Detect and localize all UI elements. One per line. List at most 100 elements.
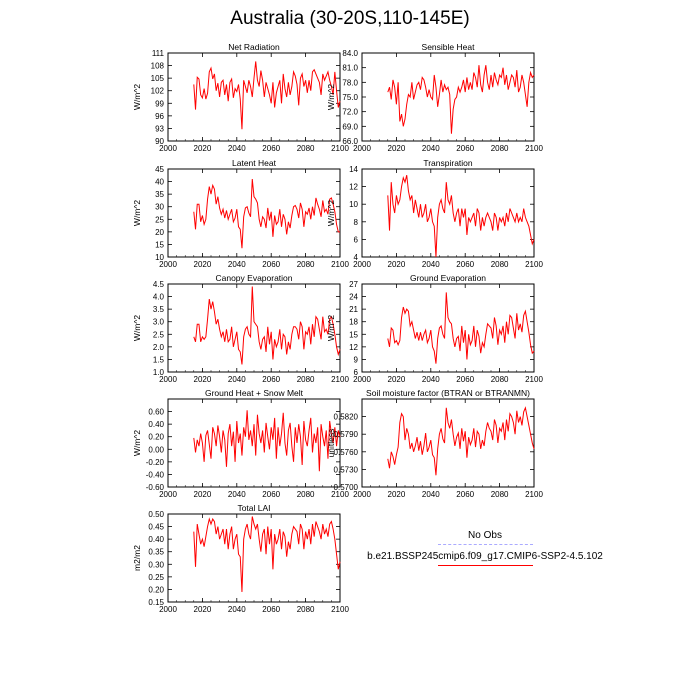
y-tick-label: 12 xyxy=(349,183,358,192)
x-tick-label: 2000 xyxy=(353,144,371,153)
x-tick-label: 2020 xyxy=(194,144,212,153)
panel-title: Canopy Evaporation xyxy=(215,273,292,283)
chart-panel-2: Sensible Heat W/m^2 2000 2020 2040 2060 2080 21… xyxy=(326,42,543,153)
x-tick-label: 2100 xyxy=(525,375,543,384)
x-tick-label: 2060 xyxy=(262,260,280,269)
x-tick-label: 2020 xyxy=(194,605,212,614)
x-tick-label: 2080 xyxy=(491,375,509,384)
x-tick-label: 2020 xyxy=(388,260,406,269)
x-tick-label: 2080 xyxy=(297,375,315,384)
chart-panel-6: Ground Evaporation W/m^2 2000 2020 2040 2060 2… xyxy=(326,273,543,384)
y-tick-label: 0.15 xyxy=(148,598,164,607)
y-tick-label: 0.00 xyxy=(148,445,164,454)
x-tick-label: 2100 xyxy=(331,375,349,384)
x-tick-label: 2060 xyxy=(262,375,280,384)
y-axis-label: W/m^2 xyxy=(326,315,336,341)
y-tick-label: 8 xyxy=(354,218,359,227)
y-tick-label: 27 xyxy=(349,280,358,289)
y-tick-label: 2.5 xyxy=(153,330,165,339)
y-axis-label: W/m^2 xyxy=(326,84,336,110)
plot-frame xyxy=(167,283,341,373)
series-line-1 xyxy=(193,410,341,472)
y-tick-label: 40 xyxy=(155,178,164,187)
y-tick-label: 90 xyxy=(155,137,164,146)
plot-frame xyxy=(361,168,535,258)
x-tick-label: 2000 xyxy=(159,490,177,499)
y-tick-label: 69.0 xyxy=(342,122,358,131)
x-tick-label: 2020 xyxy=(388,144,406,153)
x-tick-label: 2020 xyxy=(194,260,212,269)
x-tick-label: 2000 xyxy=(159,260,177,269)
x-tick-label: 2080 xyxy=(491,144,509,153)
legend: No Obs b.e21.BSSP245cmip6.f09_g17.CMIP6-… xyxy=(360,530,610,572)
panel-title: Latent Heat xyxy=(232,158,277,168)
y-tick-label: 1.0 xyxy=(153,368,165,377)
y-tick-label: 111 xyxy=(152,49,165,58)
y-tick-label: 9 xyxy=(354,355,359,364)
x-tick-label: 2020 xyxy=(388,375,406,384)
panel-title: Transpiration xyxy=(423,158,473,168)
y-tick-label: 0.40 xyxy=(148,535,164,544)
x-tick-label: 2040 xyxy=(228,144,246,153)
y-tick-label: 93 xyxy=(155,124,164,133)
x-tick-label: 2100 xyxy=(331,260,349,269)
y-tick-label: 15 xyxy=(155,240,164,249)
legend-obs-line xyxy=(437,544,533,545)
x-tick-label: 2080 xyxy=(491,260,509,269)
y-tick-label: -0.40 xyxy=(146,470,165,479)
chart-panel-8: Soil moisture factor (BTRAN or BTRANMN) u… xyxy=(326,388,543,499)
panel-title: Total LAI xyxy=(237,503,270,513)
x-tick-label: 2060 xyxy=(456,490,474,499)
series-line-1 xyxy=(193,179,340,249)
y-tick-label: 102 xyxy=(151,87,165,96)
y-tick-label: 72.0 xyxy=(342,108,358,117)
x-tick-label: 2020 xyxy=(194,490,212,499)
y-tick-label: 105 xyxy=(151,74,165,83)
x-tick-label: 2060 xyxy=(262,144,280,153)
x-tick-label: 2000 xyxy=(353,490,371,499)
y-tick-label: 30 xyxy=(155,203,164,212)
y-tick-label: -0.60 xyxy=(146,483,165,492)
x-tick-label: 2100 xyxy=(525,260,543,269)
y-tick-label: 4 xyxy=(354,253,359,262)
x-tick-label: 2040 xyxy=(422,375,440,384)
y-tick-label: 10 xyxy=(349,200,358,209)
y-tick-label: 0.25 xyxy=(148,573,164,582)
x-tick-label: 2100 xyxy=(331,490,349,499)
figure-title: Australia (30-20S,110-145E) xyxy=(230,8,470,29)
x-tick-label: 2040 xyxy=(422,260,440,269)
y-tick-label: 0.50 xyxy=(148,510,164,519)
series-line-1 xyxy=(387,65,535,134)
x-tick-label: 2080 xyxy=(297,605,315,614)
y-tick-label: 0.5820 xyxy=(334,413,359,422)
panel-title: Ground Evaporation xyxy=(410,273,486,283)
chart-panel-7: Ground Heat + Snow Melt W/m^2 2000 2020 2040… xyxy=(132,388,349,499)
y-tick-label: 0.30 xyxy=(148,560,164,569)
y-tick-label: 0.40 xyxy=(148,420,164,429)
y-tick-label: 0.20 xyxy=(148,433,164,442)
y-tick-label: 0.5760 xyxy=(334,448,359,457)
y-tick-label: 66.0 xyxy=(342,137,358,146)
chart-panel-9: Total LAI m2/m2 2000 2020 2040 2060 2080 2100 0.… xyxy=(132,503,349,614)
x-tick-label: 2040 xyxy=(228,605,246,614)
x-tick-label: 2000 xyxy=(159,144,177,153)
y-tick-label: 18 xyxy=(349,318,358,327)
x-tick-label: 2000 xyxy=(353,260,371,269)
legend-model-line xyxy=(437,565,533,566)
y-tick-label: 0.5730 xyxy=(334,465,359,474)
y-axis-label: W/m^2 xyxy=(132,200,142,226)
y-tick-label: 0.5700 xyxy=(334,483,359,492)
plot-frame xyxy=(361,398,535,488)
y-tick-label: 2.0 xyxy=(153,343,165,352)
panel-title: Net Radiation xyxy=(228,42,280,52)
x-tick-label: 2080 xyxy=(491,490,509,499)
series-line-1 xyxy=(193,61,341,130)
y-tick-label: 10 xyxy=(155,253,164,262)
x-tick-label: 2060 xyxy=(456,375,474,384)
y-tick-label: 99 xyxy=(155,99,164,108)
y-tick-label: -0.20 xyxy=(146,458,165,467)
y-tick-label: 45 xyxy=(155,165,164,174)
x-tick-label: 2100 xyxy=(331,144,349,153)
